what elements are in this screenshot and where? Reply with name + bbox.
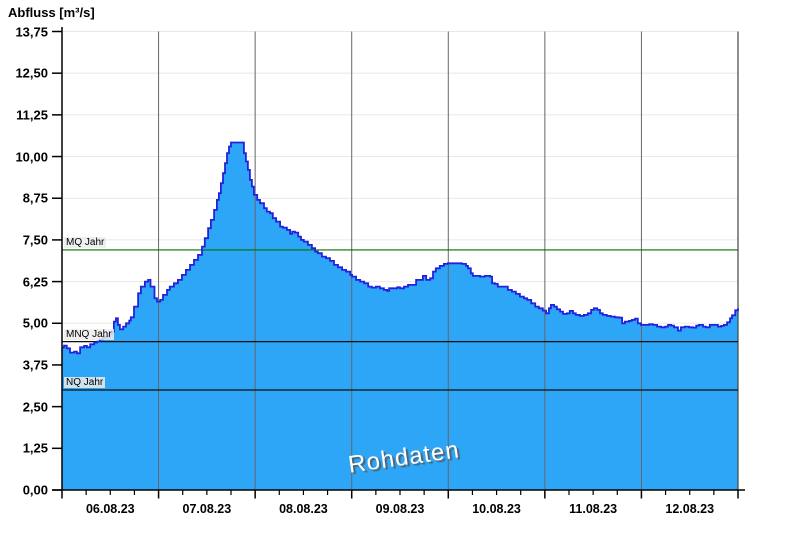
y-tick-label-10: 1,25 [22, 440, 48, 456]
y-tick-label-3: 10,00 [15, 149, 48, 165]
ref-label-0: MQ Jahr [64, 237, 107, 249]
x-tick-label-3: 09.08.23 [375, 502, 425, 516]
y-tick-label-5: 7,50 [22, 232, 48, 248]
ref-label-2: NQ Jahr [64, 377, 106, 389]
y-tick-label-1: 12,50 [15, 65, 48, 81]
discharge-outline [62, 141, 739, 355]
y-tick-label-4: 8,75 [22, 190, 48, 206]
chart-title: Abfluss [m³/s] [8, 5, 95, 20]
discharge-area [62, 142, 738, 490]
x-tick-label-5: 11.08.23 [569, 502, 618, 516]
y-tick-label-8: 3,75 [22, 357, 48, 373]
y-tick-label-0: 13,75 [15, 24, 48, 39]
x-tick-label-6: 12.08.23 [665, 502, 715, 516]
x-tick-label-4: 10.08.23 [472, 502, 521, 516]
y-tick-label-9: 2,50 [22, 399, 48, 415]
y-tick-label-11: 0,00 [22, 482, 48, 498]
x-tick-label-0: 06.08.23 [85, 502, 135, 516]
y-tick-label-6: 6,25 [22, 274, 48, 290]
y-tick-label-2: 11,25 [16, 107, 48, 123]
y-tick-label-7: 5,00 [22, 315, 48, 331]
x-tick-label-1: 07.08.23 [182, 502, 232, 516]
ref-label-1: MNQ Jahr [64, 329, 114, 341]
x-tick-label-2: 08.08.23 [279, 502, 328, 516]
